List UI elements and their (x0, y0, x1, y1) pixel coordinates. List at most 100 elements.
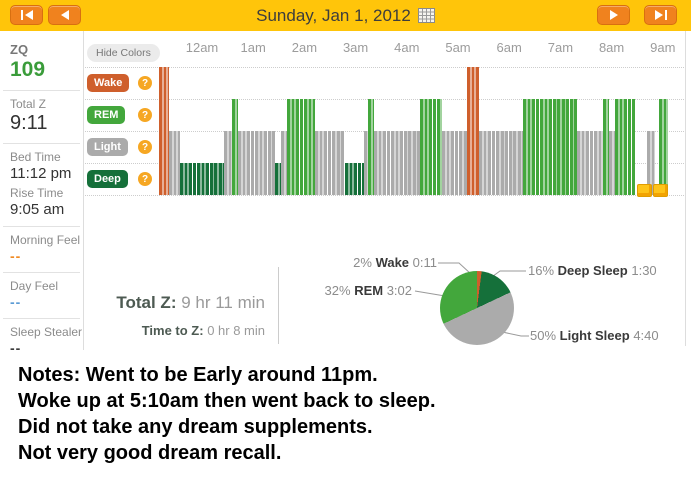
sleep-segment-rem (603, 99, 610, 195)
sleep-segment-rem (420, 99, 442, 195)
sleep-segment-light (315, 131, 346, 195)
sidebar-divider (3, 272, 80, 273)
sleep-segment-light (224, 131, 232, 195)
sleep-segment-rem (522, 99, 578, 195)
stat-value-morning-feel: -- (10, 248, 22, 264)
sleep-segment-rem (287, 99, 316, 195)
pie-label-deep: 16% Deep Sleep 1:30 (528, 263, 657, 278)
date-header: Sunday, Jan 1, 2012 (0, 0, 691, 31)
event-marker-icon[interactable] (652, 184, 668, 197)
sleep-segment-deep (179, 163, 225, 195)
pie-label-light: 50% Light Sleep 4:40 (530, 328, 659, 343)
calendar-icon[interactable] (417, 8, 435, 23)
stage-chip-light[interactable]: Light (87, 138, 128, 156)
hour-label-9am: 9am (650, 40, 676, 55)
stat-label-total-z: Total Z (10, 97, 47, 111)
pie-label-rem: 32% REM 3:02 (324, 283, 412, 298)
event-marker-icon[interactable] (637, 184, 653, 197)
notes-line: Not very good dream recall. (18, 442, 282, 464)
sidebar: ZQ 109 Total Z 9:11 Bed Time 11:12 pm Rise Tim… (0, 31, 84, 356)
sleep-segment-light (373, 131, 421, 195)
pie-label-wake: 2% Wake 0:11 (353, 255, 437, 270)
stage-chip-deep[interactable]: Deep (87, 170, 128, 188)
stat-value-rise-time: 9:05 am (10, 201, 65, 218)
previous-day-icon (60, 10, 69, 20)
hour-label-8am: 8am (598, 40, 625, 55)
stat-value-zq: 109 (10, 58, 46, 81)
total-z-label: Total Z: (116, 293, 177, 312)
sidebar-divider (3, 318, 80, 319)
notes-line: Woke up at 5:10am then went back to slee… (18, 390, 436, 412)
stat-value-day-feel: -- (10, 294, 22, 310)
stat-label-bed-time: Bed Time (10, 150, 61, 164)
hour-label-3am: 3am (342, 40, 369, 55)
stat-value-total-z: 9:11 (10, 112, 48, 134)
totals-block: Total Z: 9 hr 11 min Time to Z: 0 hr 8 m… (85, 293, 265, 338)
stat-value-bed-time: 11:12 pm (10, 165, 72, 182)
stat-label-morning-feel: Morning Feel (10, 233, 81, 247)
total-z-value: 9 hr 11 min (181, 293, 265, 312)
first-day-icon (20, 10, 23, 20)
sleep-segment-rem (368, 99, 374, 195)
sleep-segment-rem (615, 99, 636, 195)
previous-day-button[interactable] (48, 5, 81, 25)
sidebar-divider (3, 226, 80, 227)
total-z-line: Total Z: 9 hr 11 min (85, 293, 265, 313)
last-day-button[interactable] (644, 5, 677, 25)
notes-line: Notes: Went to be Early around 11pm. (18, 364, 378, 386)
sleep-segment-light (168, 131, 180, 195)
sleep-segment-light (647, 131, 656, 195)
sleep-segment-light (281, 131, 288, 195)
sidebar-divider (3, 90, 80, 91)
topbar: Sunday, Jan 1, 2012 (0, 0, 691, 31)
notes-text: Notes: Went to be Early around 11pm. Woke… (18, 362, 436, 466)
hour-label-5am: 5am (445, 40, 471, 55)
sleep-segment-light (479, 131, 523, 195)
plot-right-border (685, 31, 686, 346)
sleep-segment-light (441, 131, 467, 195)
time-to-z-line: Time to Z: 0 hr 8 min (85, 323, 265, 338)
sleep-segment-rem (231, 99, 238, 195)
first-day-button[interactable] (10, 5, 43, 25)
help-icon-rem[interactable]: ? (138, 108, 152, 122)
notes-line: Did not take any dream supplements. (18, 416, 373, 438)
sleep-segment-rem (659, 99, 668, 195)
hour-label-12am: 12am (185, 40, 219, 55)
hour-label-4am: 4am (394, 40, 420, 55)
hour-label-6am: 6am (496, 40, 522, 55)
stage-chip-wake[interactable]: Wake (87, 74, 130, 92)
time-to-z-label: Time to Z: (141, 323, 204, 338)
sleep-segment-wake (466, 67, 480, 195)
next-day-button[interactable] (597, 5, 630, 25)
help-icon-deep[interactable]: ? (138, 172, 152, 186)
chart-area: Hide Colors 12am 1am 2am 3am 4am 5am 6am 7am 8am… (85, 31, 691, 350)
sleep-segment-light (237, 131, 276, 195)
hour-label-1am: 1am (240, 40, 266, 55)
last-day-icon (654, 10, 663, 20)
stage-chip-rem[interactable]: REM (87, 106, 126, 124)
stat-label-zq: ZQ (10, 42, 29, 57)
time-to-z-value: 0 hr 8 min (207, 323, 265, 338)
sleep-segment-deep (345, 163, 365, 195)
sleep-segment-wake (159, 67, 169, 195)
gridline-rem (85, 99, 686, 100)
stat-value-sleep-stealer: -- (10, 340, 22, 356)
sleep-segment-deep (275, 163, 282, 195)
sleep-pie-chart (440, 271, 514, 345)
sleep-segment-light (609, 131, 615, 195)
hour-label-2am: 2am (291, 40, 318, 55)
next-day-icon (609, 10, 618, 20)
date-label: Sunday, Jan 1, 2012 (256, 5, 411, 25)
sleep-segment-light (577, 131, 604, 195)
gridline-wake (85, 67, 686, 68)
hide-colors-button[interactable]: Hide Colors (87, 44, 160, 62)
help-icon-wake[interactable]: ? (138, 76, 152, 90)
summary-divider (278, 267, 279, 344)
stat-label-day-feel: Day Feel (10, 279, 59, 293)
hour-label-7am: 7am (547, 40, 574, 55)
help-icon-light[interactable]: ? (138, 140, 152, 154)
stat-label-rise-time: Rise Time (10, 186, 64, 200)
sidebar-divider (3, 143, 80, 144)
stat-label-sleep-stealer: Sleep Stealer (10, 325, 83, 339)
